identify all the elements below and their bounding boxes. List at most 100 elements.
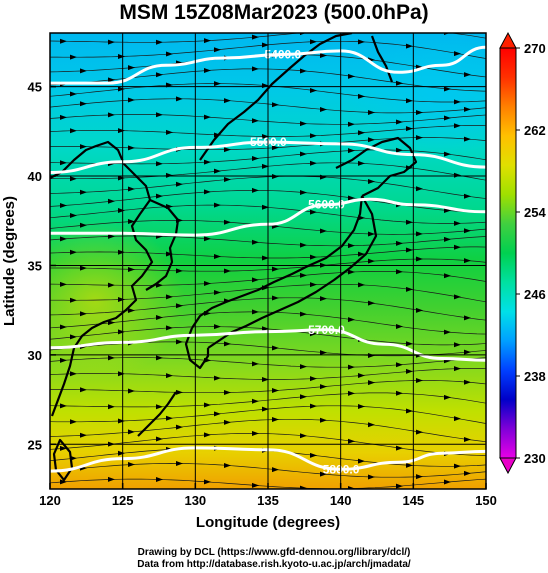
wind-arrow [454, 99, 461, 105]
wind-arrow [320, 296, 327, 302]
height-contour-label: 5400.0 [265, 48, 302, 62]
colorbar-tick-label: 246 [524, 287, 546, 302]
wind-arrow [60, 479, 67, 485]
wind-arrow [108, 77, 115, 83]
wind-arrow [60, 403, 67, 409]
wind-arrow [464, 106, 471, 112]
wind-arrow [156, 436, 163, 442]
wind-arrow [454, 244, 461, 250]
wind-arrow [70, 91, 77, 97]
wind-arrow [224, 219, 231, 225]
wind-arrow [444, 236, 451, 242]
wind-arrow [80, 144, 87, 150]
wind-arrow [252, 118, 259, 124]
wind-arrow [272, 102, 279, 108]
wind-arrow [358, 160, 365, 166]
x-axis-title: Longitude (degrees) [196, 514, 340, 531]
wind-arrow [166, 129, 173, 135]
wind-arrow [358, 403, 365, 409]
height-contour-label: 5500.0 [250, 135, 287, 149]
wind-arrow [444, 394, 451, 400]
plot-area: 5400.0 5500.0 5600.0 5700.0 5800.0 [50, 33, 486, 489]
wind-arrow [300, 151, 307, 157]
wind-arrow [128, 145, 135, 151]
wind-arrow [406, 126, 413, 132]
streamline [50, 33, 486, 43]
wind-arrow [464, 258, 471, 264]
height-contour-line [50, 328, 486, 362]
wind-arrow [204, 479, 211, 485]
y-tick-label: 40 [28, 169, 42, 184]
y-tick-label: 45 [28, 80, 42, 95]
wind-arrow [416, 307, 423, 313]
wind-arrow [262, 406, 269, 412]
wind-arrow [320, 53, 327, 59]
wind-arrow [204, 402, 211, 408]
wind-arrow [368, 474, 375, 480]
wind-arrow [252, 66, 259, 72]
wind-arrow [166, 373, 173, 379]
wind-arrow [80, 222, 87, 228]
wind-arrow [272, 145, 279, 151]
wind-arrow [358, 458, 365, 464]
wind-arrow [70, 54, 77, 60]
wind-arrow [272, 416, 279, 422]
wind-arrow [262, 42, 269, 48]
wind-arrow [156, 315, 163, 321]
wind-arrow [416, 474, 423, 480]
wind-arrow [310, 209, 317, 215]
wind-arrow [262, 133, 269, 139]
wind-arrow [444, 479, 451, 485]
streamline [50, 114, 486, 125]
wind-arrow [464, 315, 471, 321]
wind-arrow [108, 404, 115, 410]
wind-arrow [406, 368, 413, 374]
wind-arrow [368, 352, 375, 358]
wind-arrow [252, 277, 259, 283]
wind-arrow [224, 98, 231, 104]
wind-arrow [70, 371, 77, 377]
wind-arrow [80, 387, 87, 393]
wind-arrow [454, 51, 461, 57]
wind-arrow [204, 67, 211, 73]
wind-arrow [300, 242, 307, 248]
x-tick-label: 145 [402, 493, 424, 508]
streamline [50, 380, 486, 394]
x-tick-label: 125 [112, 493, 134, 508]
wind-arrow [166, 294, 173, 300]
wind-arrow [444, 115, 451, 121]
wind-arrow [128, 388, 135, 394]
y-axis: 25 30 35 40 45 [28, 80, 56, 452]
x-tick-label: 135 [257, 493, 279, 508]
wind-arrow [368, 380, 375, 386]
wind-arrow [396, 323, 403, 329]
streamline [50, 175, 486, 199]
streamline [50, 68, 486, 92]
wind-arrow [464, 228, 471, 234]
wind-arrow [416, 256, 423, 262]
wind-arrow [368, 258, 375, 264]
wind-arrow [166, 51, 173, 57]
wind-arrow [118, 371, 125, 377]
wind-arrow [128, 219, 135, 225]
y-tick-label: 30 [28, 348, 42, 363]
gridlines [50, 33, 486, 489]
wind-arrow [166, 325, 173, 331]
wind-arrow [310, 331, 317, 337]
wind-arrow [118, 128, 125, 134]
wind-arrow [252, 187, 259, 193]
wind-arrow [300, 364, 307, 370]
wind-arrow [176, 268, 183, 274]
wind-arrow [60, 114, 67, 120]
wind-arrow [70, 419, 77, 425]
colorbar-scale [499, 47, 517, 459]
wind-arrow [176, 460, 183, 466]
wind-arrow [224, 390, 231, 396]
wind-arrow [70, 176, 77, 182]
coastline-honshu [191, 195, 364, 329]
colorbar-tick-label: 238 [524, 369, 546, 384]
wind-arrow [214, 375, 221, 381]
wind-arrow [464, 72, 471, 78]
coastline-sakhalin [370, 35, 394, 83]
